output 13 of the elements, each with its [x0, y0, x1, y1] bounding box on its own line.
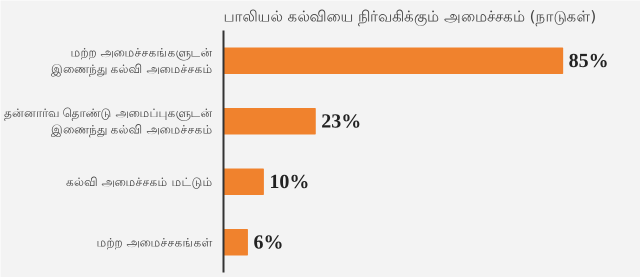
- bar: [224, 108, 316, 134]
- data-label: 85%: [568, 50, 609, 72]
- chart-title: பாலியல் கல்வியை நிர்வகிக்கும் அமைச்சகம் (நாடுகள்): [224, 8, 596, 26]
- data-label: 23%: [321, 110, 362, 132]
- y-tick-label: மற்ற அமைச்சகங்கள்: [96, 235, 213, 250]
- data-label: 10%: [269, 170, 310, 193]
- y-tick-label: மற்ற அமைச்சகங்களுடன் இணைந்து கல்வி அமைச்சகம்: [50, 45, 213, 78]
- bar: [224, 229, 248, 256]
- bar: [224, 168, 264, 195]
- bar: [224, 48, 564, 74]
- data-label: 6%: [253, 231, 284, 254]
- y-tick-label: கல்வி அமைச்சகம் மட்டும்: [66, 174, 213, 189]
- y-tick-label: தன்னார்வ தொண்டு அமைப்புகளுடன் இணைந்து கல்வி அமைச்சகம்: [4, 106, 213, 138]
